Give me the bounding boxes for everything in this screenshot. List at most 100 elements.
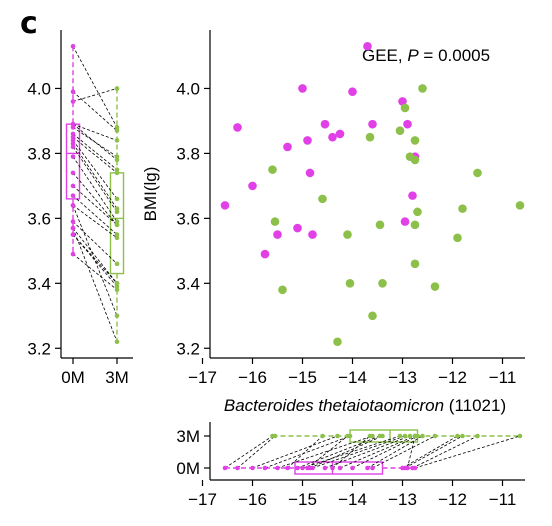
box-point-0M xyxy=(70,225,76,231)
scatter-point-0M xyxy=(400,217,410,226)
pair-line xyxy=(352,435,418,469)
annotation-prefix: GEE, xyxy=(362,46,407,65)
x-tick-label: 0M xyxy=(61,368,85,387)
bottom-boxplot-panel: 0M 3M −17 −16 −15 −14 −13 −12 −11 xyxy=(176,422,525,509)
box-point-0M xyxy=(310,465,315,471)
pair-line xyxy=(402,435,458,469)
pair-line xyxy=(72,133,118,170)
box-point-3M xyxy=(114,313,120,319)
scatter-point-0M xyxy=(248,181,257,191)
y-tick-label: 4.0 xyxy=(27,79,51,98)
box-point-3M xyxy=(114,281,120,286)
left-boxes xyxy=(65,46,125,342)
box-point-3M xyxy=(320,433,325,439)
scatter-point-3M xyxy=(410,220,420,230)
box-point-0M xyxy=(412,465,418,471)
pair-line xyxy=(72,143,118,209)
y-tick-label: 3.6 xyxy=(27,209,51,228)
y-tick-label: 3.6 xyxy=(176,209,200,228)
scatter-point-0M xyxy=(320,119,330,129)
scatter-point-0M xyxy=(328,132,337,142)
scatter-point-3M xyxy=(430,282,440,291)
x-tick-label: −11 xyxy=(489,490,517,509)
box-point-3M xyxy=(114,219,120,224)
box-point-3M xyxy=(114,170,120,176)
box-point-0M xyxy=(70,131,76,137)
x-tick-label: 3M xyxy=(105,368,129,387)
box-point-0M xyxy=(285,465,290,471)
pair-line xyxy=(414,435,521,469)
box-point-0M xyxy=(322,465,328,471)
x-tick-label: −13 xyxy=(388,368,417,387)
box-point-0M xyxy=(70,43,76,49)
box-point-3M xyxy=(397,433,403,439)
box-point-0M xyxy=(70,203,76,208)
scatter-point-3M xyxy=(270,217,280,226)
scatter-point-3M xyxy=(318,194,327,204)
annotation-suffix: = 0.0005 xyxy=(419,46,490,65)
box-point-0M xyxy=(70,193,76,198)
scatter-point-3M xyxy=(410,136,420,145)
scatter-point-0M xyxy=(363,41,372,51)
x-tick-label: −17 xyxy=(188,368,217,387)
box-point-0M xyxy=(70,170,76,176)
left-paired-lines xyxy=(72,46,118,342)
box-point-3M xyxy=(460,433,465,439)
pair-line xyxy=(72,205,118,239)
box-point-0M xyxy=(70,232,76,237)
x-tick-label: −12 xyxy=(438,490,467,509)
pair-line xyxy=(339,435,416,469)
scatter-y-ticks: 3.2 3.4 3.6 3.8 4.0 xyxy=(176,79,210,358)
box-point-3M xyxy=(114,138,120,143)
scatter-point-3M xyxy=(458,204,467,213)
box-point-3M xyxy=(335,433,340,439)
pair-line xyxy=(407,435,416,469)
pair-line xyxy=(312,435,406,469)
left-x-ticks: 0M 3M xyxy=(61,358,129,387)
bottom-points xyxy=(222,433,523,471)
y-tick-label: 3.8 xyxy=(176,144,200,163)
box-point-3M xyxy=(114,287,120,293)
y-tick-label: 3.2 xyxy=(27,339,51,358)
box-point-0M xyxy=(70,125,76,130)
box-point-0M xyxy=(222,465,228,471)
pair-line xyxy=(237,435,276,469)
box-point-0M xyxy=(275,465,280,471)
pair-line xyxy=(72,123,118,161)
scatter-x-ticks: −17 −16 −15 −14 −13 −12 −11 xyxy=(188,358,516,387)
scatter-point-0M xyxy=(273,230,282,239)
box-point-0M xyxy=(300,465,305,471)
box-point-0M xyxy=(70,219,76,224)
scatter-point-3M xyxy=(515,201,525,210)
bottom-paired-lines xyxy=(224,435,521,469)
pair-line xyxy=(324,435,411,469)
box-point-0M xyxy=(70,121,76,127)
bottom-x-ticks: −17 −16 −15 −14 −13 −12 −11 xyxy=(188,480,516,509)
y-tick-label: 0M xyxy=(176,459,200,478)
scatter-point-3M xyxy=(343,230,352,239)
box-point-3M xyxy=(402,433,408,439)
box-point-3M xyxy=(114,261,120,267)
left-y-ticks: 3.2 3.4 3.6 3.8 4.0 xyxy=(27,79,61,358)
box-point-0M xyxy=(405,465,410,471)
pair-line xyxy=(72,123,118,141)
scatter-point-0M xyxy=(305,168,315,178)
scatter-point-0M xyxy=(368,119,377,129)
pair-line xyxy=(72,253,118,291)
box-point-3M xyxy=(114,232,120,237)
x-label-id: (11021) xyxy=(444,396,506,415)
box-point-0M xyxy=(70,144,76,150)
box-0M xyxy=(294,461,384,475)
pair-line xyxy=(307,435,348,469)
x-tick-label: −16 xyxy=(238,490,267,509)
box-point-3M xyxy=(412,433,418,439)
pair-line xyxy=(72,127,118,157)
pair-line xyxy=(224,435,273,469)
x-tick-label: −17 xyxy=(188,490,217,509)
scatter-point-3M xyxy=(453,233,462,243)
scatter-point-0M xyxy=(293,223,302,233)
y-tick-label: 3M xyxy=(176,427,200,446)
annotation-p: P xyxy=(407,46,419,65)
pair-line xyxy=(72,221,118,265)
